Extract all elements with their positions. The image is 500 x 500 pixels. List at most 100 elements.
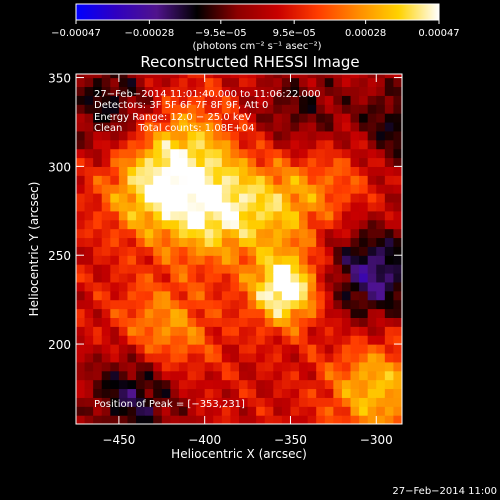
heatmap-cell <box>247 317 257 327</box>
heatmap-cell <box>316 237 326 247</box>
heatmap-cell <box>256 219 266 230</box>
heatmap-cell <box>256 157 266 167</box>
heatmap-cell <box>376 379 386 390</box>
heatmap-cell <box>281 210 292 221</box>
heatmap-cell <box>213 86 223 96</box>
heatmap-cell <box>136 281 146 292</box>
heatmap-cell <box>384 290 395 301</box>
heatmap-cell <box>333 317 343 327</box>
heatmap-cell <box>384 388 395 398</box>
heatmap-cell <box>76 228 86 239</box>
heatmap-cell <box>101 352 111 363</box>
heatmap-cell <box>367 272 377 283</box>
heatmap-cell <box>393 139 402 150</box>
heatmap-cell <box>213 290 223 301</box>
heatmap-cell <box>178 86 189 96</box>
heatmap-cell <box>101 157 111 167</box>
heatmap-cell <box>153 74 163 79</box>
heatmap-cell <box>204 228 214 239</box>
heatmap-cell <box>324 130 334 141</box>
heatmap-cell <box>161 352 171 363</box>
heatmap-cell <box>247 415 257 424</box>
heatmap-cell <box>110 104 120 114</box>
heatmap-cell <box>256 95 266 105</box>
heatmap-cell <box>161 175 171 185</box>
heatmap-cell <box>359 264 369 274</box>
heatmap-cell <box>153 184 163 194</box>
heatmap-cell <box>110 272 120 283</box>
heatmap-cell <box>367 299 377 310</box>
heatmap-cell <box>264 77 274 88</box>
x-tick-label: −450 <box>102 433 135 447</box>
heatmap-cell <box>350 246 360 256</box>
heatmap-cell <box>196 415 206 424</box>
heatmap-cell <box>393 95 402 105</box>
heatmap-cell <box>359 308 369 318</box>
heatmap-cell <box>281 139 292 150</box>
heatmap-cell <box>290 175 300 185</box>
heatmap-cell <box>256 344 266 354</box>
heatmap-cell <box>136 290 146 301</box>
heatmap-cell <box>350 148 360 159</box>
heatmap-cell <box>239 228 249 239</box>
heatmap-cell <box>316 352 326 363</box>
heatmap-cell <box>299 246 309 256</box>
heatmap-cell <box>324 193 334 203</box>
heatmap-cell <box>281 317 292 327</box>
heatmap-cell <box>384 74 395 79</box>
heatmap-cell <box>333 184 343 194</box>
heatmap-cell <box>76 326 86 336</box>
heatmap-cell <box>213 74 223 79</box>
annotation-energy-range: Energy Range: 12.0 − 25.0 keV <box>94 112 251 123</box>
heatmap-cell <box>299 290 309 301</box>
heatmap-cell <box>350 113 360 123</box>
heatmap-cell <box>76 104 86 114</box>
heatmap-cell <box>367 415 377 424</box>
heatmap-cell <box>367 95 377 105</box>
heatmap-cell <box>161 201 171 212</box>
heatmap-cell <box>187 335 197 345</box>
heatmap-cell <box>264 130 274 141</box>
heatmap-cell <box>161 77 171 88</box>
heatmap-cell <box>376 201 386 212</box>
heatmap-cell <box>110 157 120 167</box>
heatmap-cell <box>316 228 326 239</box>
heatmap-cell <box>307 95 317 105</box>
heatmap-cell <box>247 74 257 79</box>
heatmap-cell <box>136 352 146 363</box>
heatmap-cell <box>316 255 326 265</box>
heatmap-cell <box>239 281 249 292</box>
heatmap-cell <box>341 148 352 159</box>
heatmap-cell <box>161 139 171 150</box>
heatmap-cell <box>153 237 163 247</box>
heatmap-cell <box>264 166 274 176</box>
heatmap-cell <box>376 415 386 424</box>
heatmap-cell <box>376 308 386 318</box>
heatmap-cell <box>264 193 274 203</box>
heatmap-cell <box>76 281 86 292</box>
heatmap-cell <box>178 104 189 114</box>
heatmap-cell <box>204 157 214 167</box>
heatmap-cell <box>299 317 309 327</box>
heatmap-cell <box>393 344 402 354</box>
heatmap-cell <box>333 95 343 105</box>
plot-frame <box>75 73 403 425</box>
heatmap-cell <box>384 379 395 390</box>
heatmap-cell <box>247 104 257 114</box>
x-tick-label: −400 <box>188 433 221 447</box>
heatmap-cell <box>76 166 86 176</box>
heatmap-cell <box>281 121 292 132</box>
heatmap-cell <box>118 290 129 301</box>
heatmap-cell <box>376 74 386 79</box>
heatmap-cell <box>359 237 369 247</box>
heatmap-cell <box>213 335 223 345</box>
heatmap-cell <box>127 95 137 105</box>
heatmap-cell <box>367 228 377 239</box>
heatmap-cell <box>273 290 283 301</box>
heatmap-cell <box>333 326 343 336</box>
heatmap-cell <box>93 344 103 354</box>
heatmap-cell <box>359 139 369 150</box>
heatmap-cell <box>101 379 111 390</box>
heatmap-cell <box>110 370 120 381</box>
heatmap-cell <box>376 255 386 265</box>
